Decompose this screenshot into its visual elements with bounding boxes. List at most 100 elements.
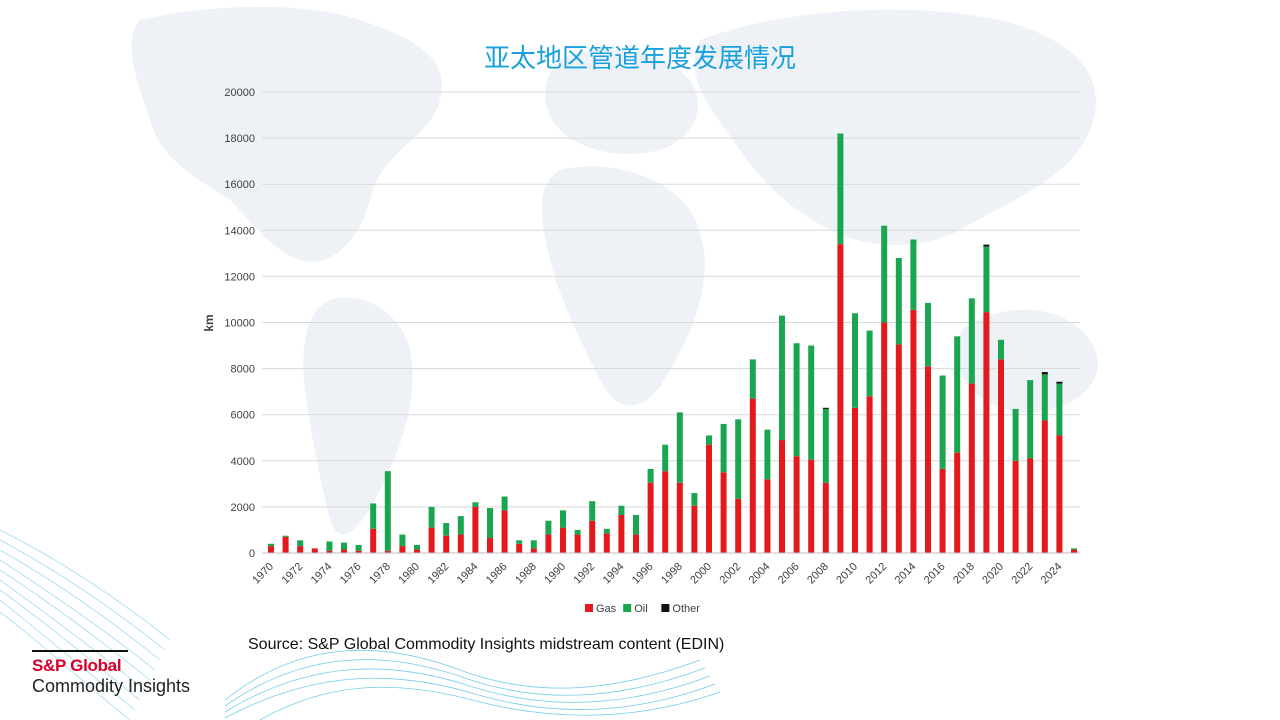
x-tick-label: 1994 [601,561,627,587]
y-tick-label: 2000 [231,502,255,514]
bar-oil-2016 [939,375,946,469]
bar-gas-2008 [822,482,829,553]
bar-oil-1987 [516,540,523,544]
bar-gas-2012 [881,322,888,553]
bar-oil-2003 [749,359,756,399]
legend: Gas Oil Other [585,603,700,615]
x-tick-label: 2010 [834,561,860,587]
bar-oil-2012 [881,225,888,323]
bar-gas-1972 [297,546,304,553]
bar-oil-2002 [735,419,742,499]
bar-gas-1980 [414,549,420,553]
bar-gas-1991 [574,534,581,553]
bar-gas-1989 [545,534,552,553]
bar-oil-2011 [866,330,873,397]
logo-brand: S&P Global [32,656,122,675]
bar-gas-2013 [895,344,902,553]
bar-gas-2020 [998,359,1004,553]
bar-oil-2025 [1071,548,1077,550]
bar-gas-1984 [472,506,479,553]
logo-subbrand: Commodity Insights [32,676,191,696]
bar-oil-1978 [384,471,391,551]
x-tick-label: 2012 [864,561,890,587]
bar-oil-2017 [954,336,961,453]
bar-oil-2021 [1012,408,1019,461]
bar-oil-1999 [691,493,698,506]
logo-rule [32,650,128,652]
bar-oil-1970 [268,543,274,547]
wave-lines-bottom [224,649,721,720]
y-tick-label: 10000 [224,318,255,330]
bar-oil-1976 [355,544,362,551]
bar-oil-2007 [808,345,815,460]
bar-oil-2004 [764,429,771,480]
bar-oil-2015 [925,302,931,367]
bar-oil-2023 [1041,374,1048,421]
x-tick-label: 1970 [250,561,276,587]
bar-gas-2014 [910,309,917,553]
y-tick-label: 14000 [224,225,255,237]
bar-oil-1971 [282,535,289,537]
source-note: Source: S&P Global Commodity Insights mi… [248,636,725,653]
bar-oil-1980 [414,544,420,550]
bar-gas-2018 [968,383,975,553]
bar-oil-2009 [837,133,844,245]
bar-gas-1985 [487,538,493,553]
bar-oil-1982 [443,523,450,536]
bar-gas-2002 [735,498,742,553]
bar-gas-1987 [516,543,523,553]
axes: 0 2000 4000 6000 8000 10000 12000 14000 16000 180… [202,87,1080,586]
bar-oil-1975 [341,542,347,550]
bar-oil-1983 [457,516,464,535]
bar-gas-1970 [268,546,274,553]
x-tick-label: 2014 [893,561,919,587]
y-tick-label: 8000 [231,364,255,376]
bar-gas-1992 [589,520,596,553]
legend-label-oil: Oil [634,603,647,615]
bar-oil-2018 [968,298,975,384]
bar-gas-1996 [647,482,654,553]
x-tick-label: 2000 [688,561,714,587]
bar-gas-1971 [282,536,289,553]
bar-gas-2016 [939,468,946,553]
bar-gas-2005 [779,440,785,553]
bar-oil-2005 [779,315,785,441]
y-tick-label: 18000 [224,133,255,145]
legend-swatch-gas [585,604,593,612]
bar-oil-2024 [1056,383,1063,436]
bar-oil-2001 [720,423,727,473]
y-tick-label: 16000 [224,179,255,191]
x-tick-label: 2018 [951,561,977,587]
bar-gas-2019 [983,312,990,553]
x-tick-label: 1982 [426,561,452,587]
bar-oil-2020 [998,339,1004,360]
bar-gas-2006 [793,456,800,553]
bar-oil-1997 [662,444,669,472]
bar-gas-1997 [662,471,669,553]
bar-oil-1985 [487,508,493,539]
bar-oil-1991 [574,529,581,535]
bar-oil-2006 [793,343,800,457]
bar-oil-1995 [633,514,639,535]
bar-gas-2003 [749,398,756,553]
chart-title: 亚太地区管道年度发展情况 [483,44,796,74]
bar-gas-1995 [633,534,639,553]
bar-gas-1976 [355,550,362,553]
bar-gas-2004 [764,479,771,553]
bar-gas-2010 [852,407,858,553]
bar-gas-1998 [676,482,683,553]
bar-oil-1981 [428,506,435,528]
bar-gas-2017 [954,452,961,553]
bar-series [268,133,1077,553]
bar-other-2024 [1056,381,1063,384]
bar-gas-1977 [370,528,377,553]
bar-oil-1972 [297,540,304,547]
bar-other-2008 [822,407,829,409]
bar-gas-2021 [1012,460,1019,553]
x-tick-label: 2016 [922,561,948,587]
bar-oil-1974 [326,541,333,551]
legend-label-gas: Gas [596,603,617,615]
bar-gas-1979 [399,546,406,553]
bar-oil-1996 [647,468,654,483]
